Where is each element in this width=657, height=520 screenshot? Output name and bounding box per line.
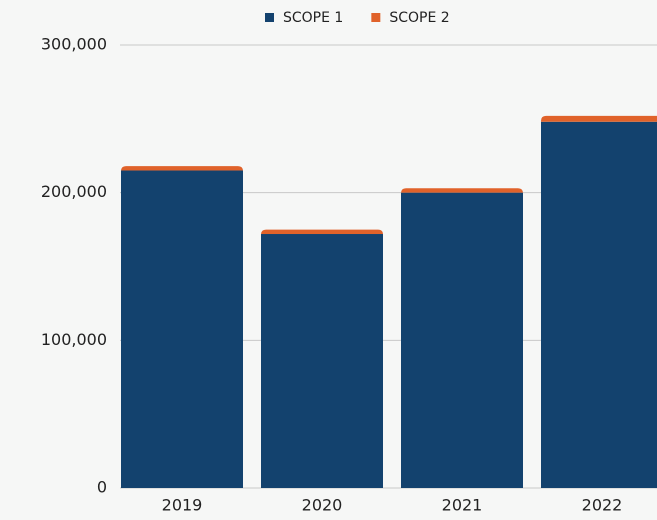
y-tick-label: 200,000 <box>41 182 107 201</box>
bar-segment <box>401 192 523 488</box>
legend: SCOPE 1 SCOPE 2 <box>265 10 450 26</box>
x-tick-label: 2021 <box>442 496 483 515</box>
legend-label: SCOPE 2 <box>389 10 449 26</box>
x-tick-label: 2019 <box>162 496 203 515</box>
y-tick-label: 300,000 <box>41 35 107 54</box>
bar-segment <box>121 166 243 172</box>
y-tick-label: 0 <box>97 478 107 497</box>
bar-segment <box>401 188 523 194</box>
legend-swatch <box>371 13 381 22</box>
y-tick-label: 100,000 <box>41 330 107 349</box>
bar-segment <box>261 229 383 235</box>
bar-segment <box>261 234 383 488</box>
x-tick-label: 2022 <box>582 496 623 515</box>
legend-label: SCOPE 1 <box>283 10 343 26</box>
bar-segment <box>541 115 657 122</box>
bar-segment <box>541 121 657 488</box>
x-tick-label: 2020 <box>302 496 343 515</box>
bar-segment <box>121 170 243 488</box>
legend-swatch <box>265 13 274 22</box>
